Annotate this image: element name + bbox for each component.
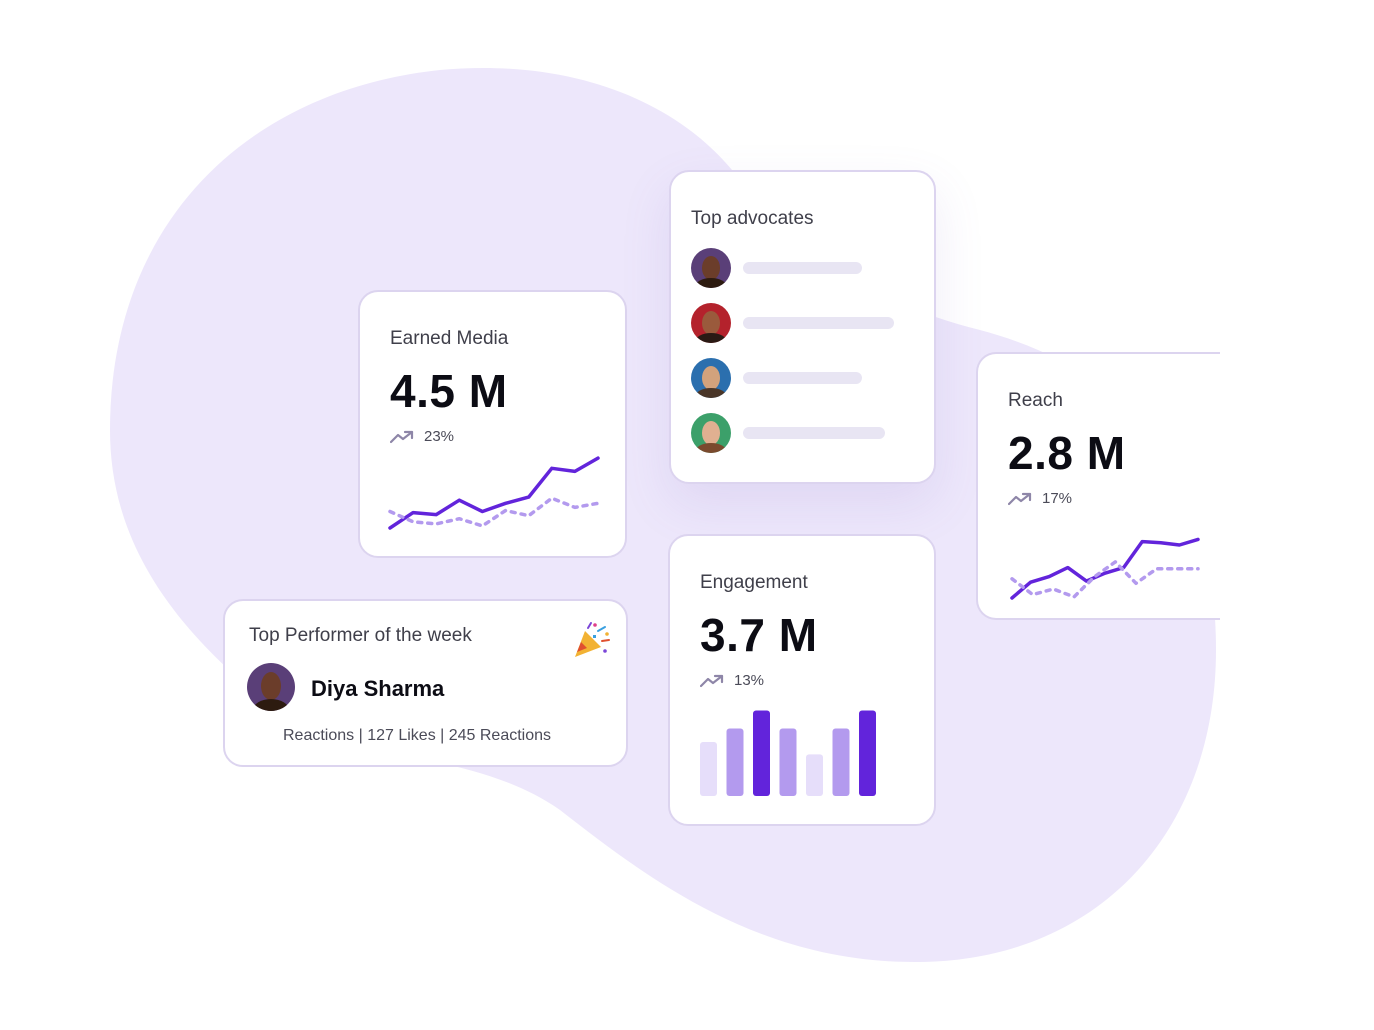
top-advocates-card[interactable]: Top advocates xyxy=(669,170,936,484)
earned-media-value: 4.5 M xyxy=(390,365,508,417)
earned-media-chart xyxy=(388,456,600,530)
reach-chart xyxy=(1010,537,1200,600)
engagement-trend: 13% xyxy=(700,672,764,689)
series-line-dashed xyxy=(1010,560,1200,599)
top-performer-avatar xyxy=(247,663,295,711)
reach-trend: 17% xyxy=(1008,490,1072,507)
earned-media-title: Earned Media xyxy=(390,328,509,349)
top-performer-card[interactable]: Top Performer of the week Diya Sharma Re… xyxy=(223,599,628,767)
series-line-solid xyxy=(388,456,600,530)
advocate-avatar-1 xyxy=(691,248,731,288)
advocate-row[interactable] xyxy=(691,248,862,288)
engagement-card[interactable]: Engagement 3.7 M 13% xyxy=(668,534,936,826)
top-advocates-title: Top advocates xyxy=(691,208,814,229)
advocate-row[interactable] xyxy=(691,413,885,453)
engagement-bar xyxy=(779,728,797,796)
series-line-solid xyxy=(1010,537,1200,600)
top-performer-title: Top Performer of the week xyxy=(249,625,472,646)
trending-up-icon xyxy=(1008,492,1032,505)
advocate-name-placeholder xyxy=(743,262,862,274)
trending-up-icon xyxy=(700,674,724,687)
advocate-avatar-4 xyxy=(691,413,731,453)
advocate-row[interactable] xyxy=(691,358,862,398)
engagement-bar xyxy=(859,710,876,796)
trending-up-icon xyxy=(390,430,414,443)
top-performer-stats: Reactions | 127 Likes | 245 Reactions xyxy=(283,727,552,744)
advocate-name-placeholder xyxy=(743,372,862,384)
engagement-chart xyxy=(700,710,876,796)
advocate-row[interactable] xyxy=(691,303,894,343)
engagement-value: 3.7 M xyxy=(700,609,818,661)
engagement-bar xyxy=(753,710,770,796)
party-popper-icon xyxy=(575,622,610,657)
advocate-name-placeholder xyxy=(743,427,885,439)
engagement-title: Engagement xyxy=(700,572,808,593)
top-performer-name: Diya Sharma xyxy=(311,676,445,701)
earned-media-trend: 23% xyxy=(390,428,454,445)
reach-title: Reach xyxy=(1008,390,1063,411)
engagement-bar xyxy=(726,728,744,796)
reach-change: 17% xyxy=(1042,490,1073,507)
engagement-bar xyxy=(832,728,850,796)
engagement-bar xyxy=(700,742,717,796)
series-line-dashed xyxy=(388,496,600,528)
engagement-change: 13% xyxy=(734,672,765,689)
advocate-name-placeholder xyxy=(743,317,894,329)
earned-media-change: 23% xyxy=(424,428,455,445)
advocate-avatar-3 xyxy=(691,358,731,398)
engagement-bar xyxy=(806,754,823,796)
advocate-avatar-2 xyxy=(691,303,731,343)
reach-card[interactable]: Reach 2.8 M 17% xyxy=(976,352,1220,620)
earned-media-card[interactable]: Earned Media 4.5 M 23% xyxy=(358,290,627,558)
reach-value: 2.8 M xyxy=(1008,427,1126,479)
